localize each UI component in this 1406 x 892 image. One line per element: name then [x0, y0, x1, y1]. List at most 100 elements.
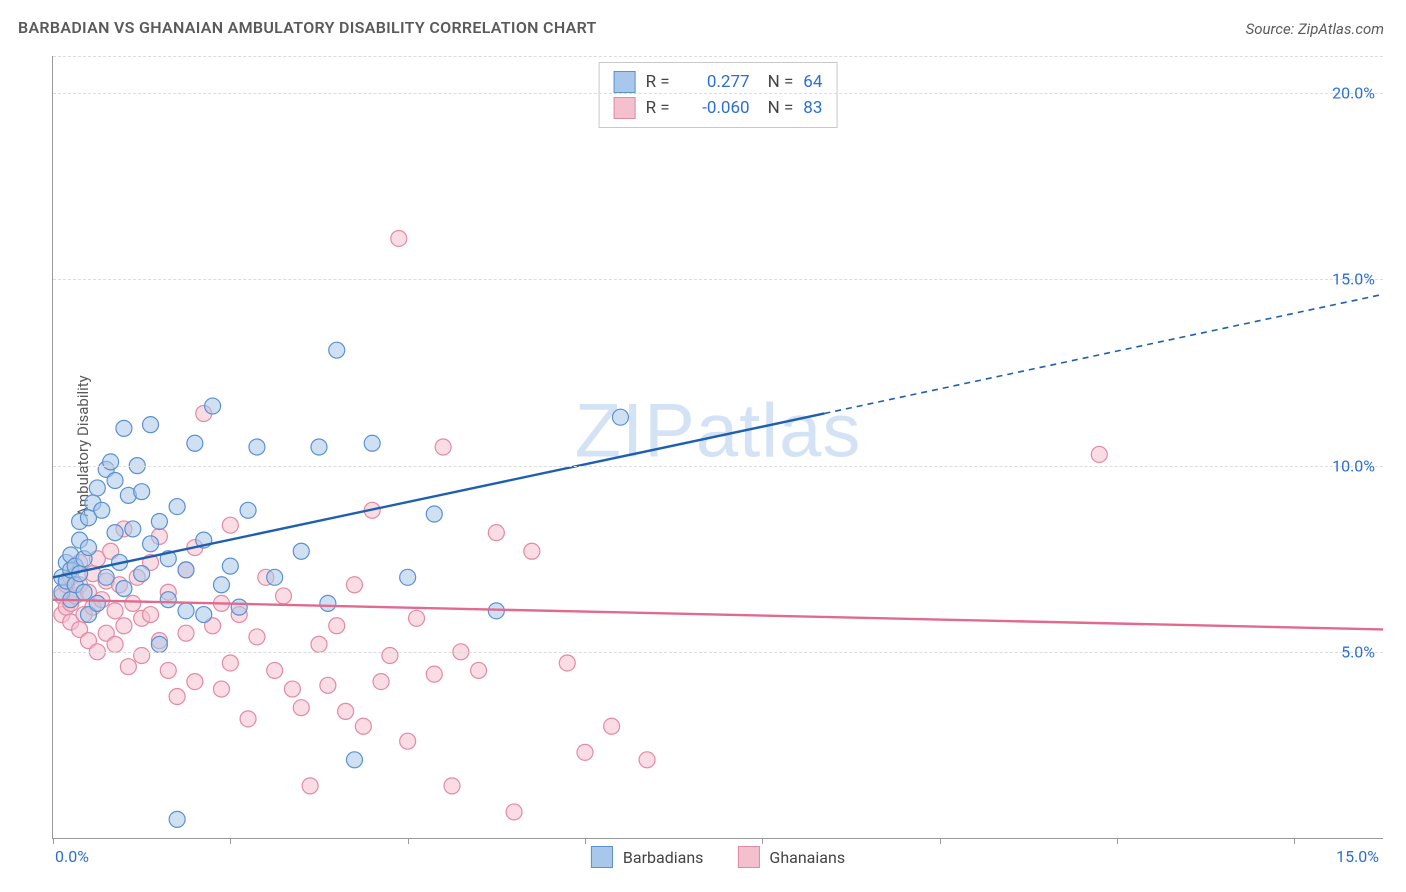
data-point [134, 566, 150, 582]
data-point [76, 584, 92, 600]
data-point [409, 610, 425, 626]
x-tick [1294, 838, 1295, 844]
data-point [435, 439, 451, 455]
data-point [364, 435, 380, 451]
data-point [125, 595, 141, 611]
data-point [178, 603, 194, 619]
data-point [382, 648, 398, 664]
data-point [116, 618, 132, 634]
data-point [426, 666, 442, 682]
data-point [577, 744, 593, 760]
data-point [559, 655, 575, 671]
data-point [373, 674, 389, 690]
data-point [222, 517, 238, 533]
data-point [160, 662, 176, 678]
data-point [276, 588, 292, 604]
data-point [98, 569, 114, 585]
data-point [338, 703, 354, 719]
data-point [205, 398, 221, 414]
data-point [346, 752, 362, 768]
y-tick-label: 5.0% [1341, 642, 1375, 661]
source-label: Source: [1246, 20, 1298, 38]
data-point [311, 439, 327, 455]
data-point [178, 562, 194, 578]
n-value-barbadians: 64 [803, 72, 822, 92]
data-point [187, 435, 203, 451]
data-point [320, 677, 336, 693]
data-point [249, 439, 265, 455]
data-point [107, 473, 123, 489]
data-point [311, 636, 327, 652]
legend-label-ghanaians: Ghanaians [769, 848, 845, 867]
data-point [143, 607, 159, 623]
r-label: R = [646, 98, 680, 118]
swatch-barbadians [591, 846, 613, 868]
data-point [89, 480, 105, 496]
x-tick [1117, 838, 1118, 844]
data-point [80, 540, 96, 556]
data-point [346, 577, 362, 593]
data-point [222, 558, 238, 574]
legend-item-barbadians: Barbadians [591, 846, 704, 868]
legend-item-ghanaians: Ghanaians [737, 846, 845, 868]
x-tick [762, 838, 763, 844]
data-point [120, 659, 136, 675]
x-tick [53, 838, 54, 844]
legend-row-barbadians: R = 0.277 N = 64 [614, 69, 823, 95]
y-tick-label: 10.0% [1332, 456, 1375, 475]
r-label: R = [646, 72, 680, 92]
data-point [639, 752, 655, 768]
data-point [293, 700, 309, 716]
x-tick-label: 15.0% [1336, 847, 1379, 866]
data-point [240, 502, 256, 518]
data-point [187, 674, 203, 690]
regression-line-extrapolated [824, 294, 1383, 413]
data-point [320, 595, 336, 611]
data-point [506, 804, 522, 820]
data-point [151, 636, 167, 652]
legend-row-ghanaians: R = -0.060 N = 83 [614, 95, 823, 121]
data-point [1091, 446, 1107, 462]
legend-label-barbadians: Barbadians [623, 848, 704, 867]
data-point [160, 592, 176, 608]
data-point [116, 420, 132, 436]
data-point [240, 711, 256, 727]
data-point [134, 648, 150, 664]
y-tick-label: 15.0% [1332, 270, 1375, 289]
gridline [53, 279, 1383, 280]
swatch-barbadians [614, 71, 636, 93]
x-tick [230, 838, 231, 844]
data-point [169, 688, 185, 704]
data-point [178, 625, 194, 641]
x-tick [940, 838, 941, 844]
data-point [524, 543, 540, 559]
data-point [169, 811, 185, 827]
n-label: N = [768, 98, 794, 118]
data-point [471, 662, 487, 678]
data-point [107, 636, 123, 652]
data-point [89, 595, 105, 611]
data-point [612, 409, 628, 425]
y-tick-label: 20.0% [1332, 84, 1375, 103]
regression-line [53, 600, 1383, 630]
n-label: N = [768, 72, 794, 92]
data-point [125, 521, 141, 537]
data-point [107, 525, 123, 541]
data-point [134, 484, 150, 500]
data-point [222, 655, 238, 671]
data-point [143, 417, 159, 433]
x-tick [408, 838, 409, 844]
data-point [604, 718, 620, 734]
data-point [329, 342, 345, 358]
data-point [488, 525, 504, 541]
data-point [231, 599, 247, 615]
data-point [400, 569, 416, 585]
data-point [213, 577, 229, 593]
gridline [53, 466, 1383, 467]
data-point [426, 506, 442, 522]
data-point [329, 618, 345, 634]
r-value-ghanaians: -0.060 [690, 98, 750, 118]
source-value: ZipAtlas.com [1298, 20, 1384, 38]
data-point [169, 499, 185, 515]
swatch-ghanaians [614, 97, 636, 119]
